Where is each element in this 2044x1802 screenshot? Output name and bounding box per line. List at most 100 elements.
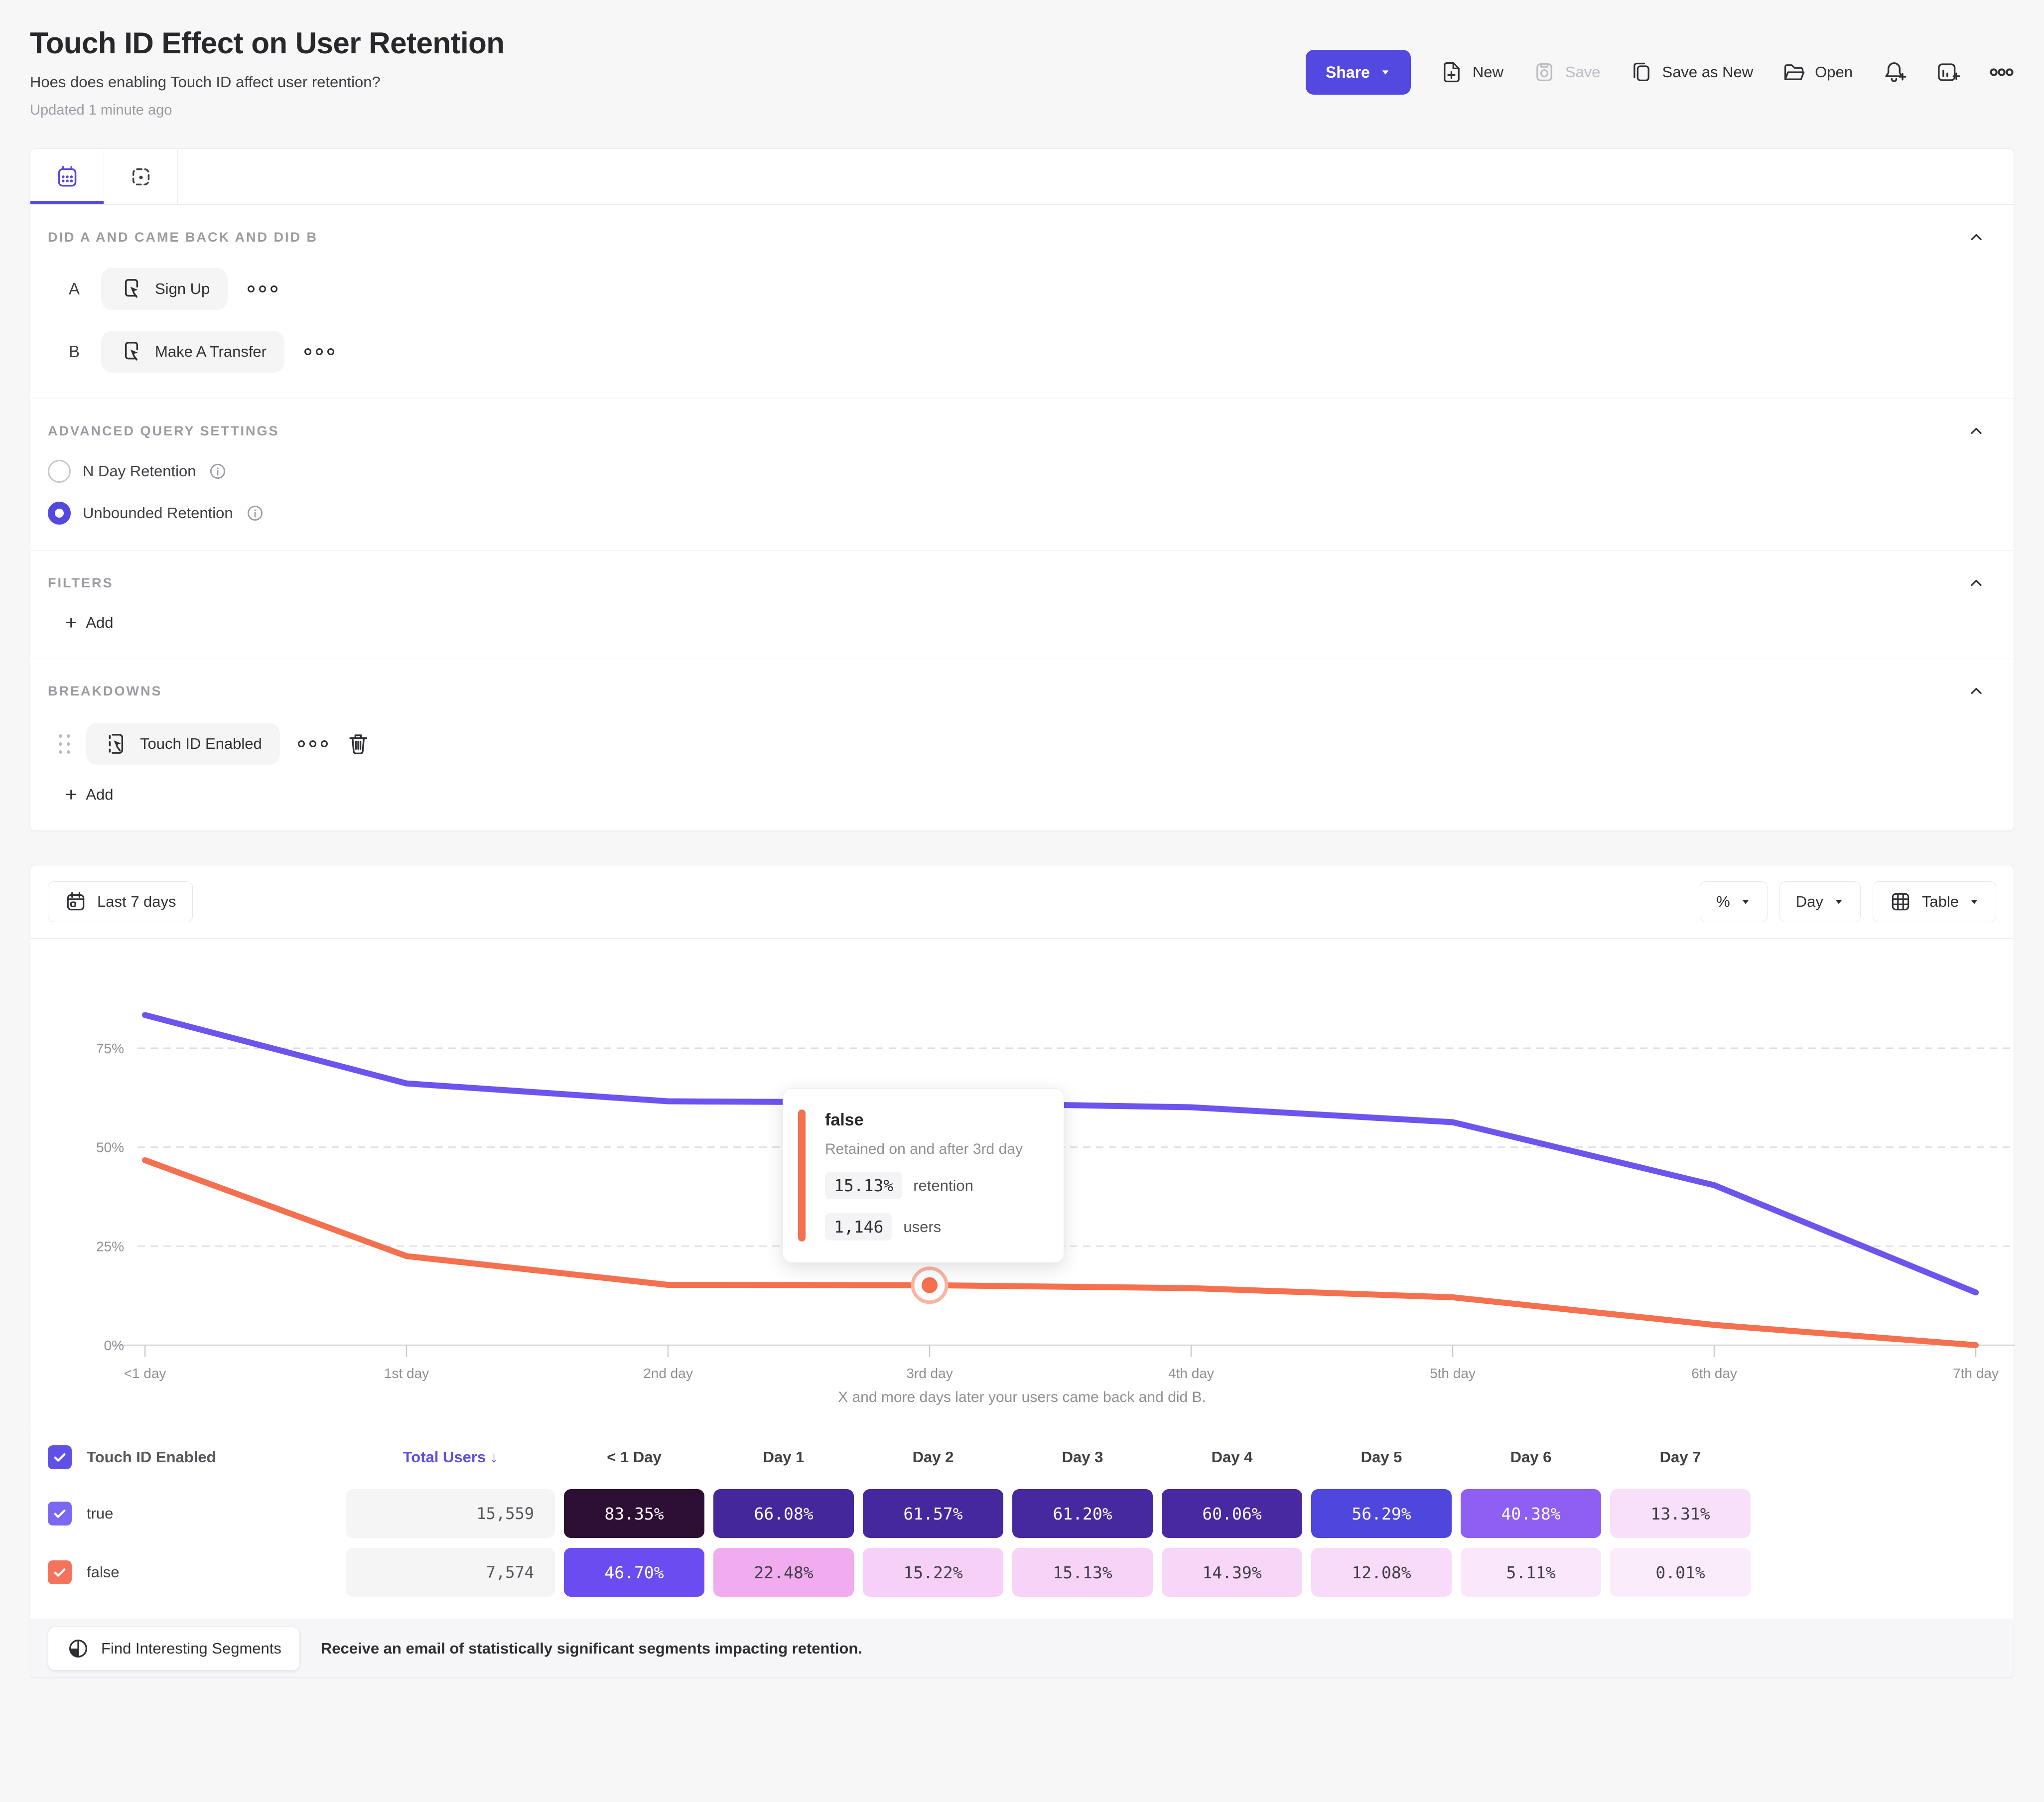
- step-b-key: B: [68, 342, 80, 361]
- add-breakdown-button[interactable]: + Add: [65, 785, 114, 805]
- day-column-header[interactable]: < 1 Day: [607, 1448, 662, 1466]
- breakdown-property-chip[interactable]: Touch ID Enabled: [86, 723, 280, 765]
- share-button[interactable]: Share: [1305, 50, 1411, 95]
- unbounded-retention-radio[interactable]: Unbounded Retention: [48, 502, 1986, 525]
- add-to-board-button[interactable]: [1935, 60, 1960, 85]
- granularity-dropdown[interactable]: Day: [1779, 881, 1861, 922]
- svg-text:4th day: 4th day: [1168, 1366, 1214, 1381]
- x-axis-caption: X and more days later your users came ba…: [838, 1389, 1206, 1405]
- chevron-up-icon: [1971, 234, 1982, 241]
- event-click-icon: [125, 279, 138, 298]
- step-a-event-label: Sign Up: [155, 280, 210, 297]
- retention-cell[interactable]: 66.08%: [713, 1489, 854, 1538]
- breakdown-row: Touch ID Enabled: [59, 723, 1986, 765]
- drag-handle[interactable]: [59, 734, 70, 754]
- chevron-up-icon: [1971, 427, 1982, 434]
- radio-checked-icon[interactable]: [48, 502, 71, 525]
- retention-cell[interactable]: 22.48%: [713, 1548, 854, 1597]
- retention-cell[interactable]: 83.35%: [564, 1489, 704, 1538]
- row-checkbox[interactable]: [48, 1560, 72, 1584]
- collapse-filters-button[interactable]: [1966, 573, 1986, 593]
- info-icon[interactable]: [208, 461, 228, 481]
- save-button[interactable]: Save: [1532, 60, 1601, 84]
- svg-text:75%: 75%: [96, 1041, 124, 1056]
- day-column-header[interactable]: Day 7: [1659, 1448, 1701, 1466]
- step-a-more-button[interactable]: [246, 280, 279, 297]
- retention-cell[interactable]: 0.01%: [1610, 1548, 1751, 1597]
- retention-cell[interactable]: 40.38%: [1461, 1489, 1601, 1538]
- query-builder-panel: DID A AND CAME BACK AND DID B A Sign Up …: [30, 148, 2014, 831]
- date-range-label: Last 7 days: [97, 893, 176, 910]
- date-range-button[interactable]: Last 7 days: [48, 881, 193, 922]
- tab-custom-selection[interactable]: [104, 149, 178, 204]
- collapse-aqs-button[interactable]: [1966, 421, 1986, 441]
- open-button[interactable]: Open: [1782, 60, 1853, 84]
- retention-cell[interactable]: 61.20%: [1012, 1489, 1153, 1538]
- segment-label: false: [87, 1563, 120, 1581]
- more-options-button[interactable]: [1989, 60, 2014, 85]
- tooltip-users-value: 1,146: [825, 1213, 893, 1241]
- step-a-event-chip[interactable]: Sign Up: [101, 268, 228, 310]
- breakdown-more-button[interactable]: [296, 735, 330, 752]
- retention-cell[interactable]: 13.31%: [1610, 1489, 1751, 1538]
- retention-cell[interactable]: 14.39%: [1162, 1548, 1302, 1597]
- new-button[interactable]: New: [1440, 60, 1503, 84]
- step-b-event-chip[interactable]: Make A Transfer: [101, 331, 284, 373]
- save-as-new-button[interactable]: Save as New: [1630, 60, 1753, 84]
- retention-cell[interactable]: 60.06%: [1162, 1489, 1302, 1538]
- retention-cell[interactable]: 15.13%: [1012, 1548, 1153, 1597]
- table-row: false 7,574 46.70% 22.48% 15.22% 15.13% 14.39%…: [48, 1548, 1996, 1597]
- row-checkbox[interactable]: [48, 1502, 72, 1525]
- collapse-steps-button[interactable]: [1966, 227, 1986, 247]
- add-filter-button[interactable]: + Add: [65, 613, 114, 633]
- day-column-header[interactable]: Day 4: [1211, 1448, 1253, 1466]
- chevron-down-icon: [1742, 900, 1749, 904]
- property-icon: [109, 734, 124, 754]
- radio-unchecked-icon[interactable]: [48, 460, 71, 483]
- plus-icon: +: [65, 612, 77, 634]
- step-b-more-button[interactable]: [302, 343, 336, 360]
- table-header-row: Touch ID Enabled Total Users ↓ < 1 Day Da…: [48, 1445, 1996, 1469]
- svg-text:7th day: 7th day: [1953, 1366, 1999, 1381]
- delete-breakdown-button[interactable]: [346, 731, 371, 756]
- day-column-header[interactable]: Day 2: [912, 1448, 954, 1466]
- retention-cell[interactable]: 15.22%: [863, 1548, 1003, 1597]
- retention-cell[interactable]: 61.57%: [863, 1489, 1003, 1538]
- retention-cell[interactable]: 5.11%: [1461, 1548, 1601, 1597]
- dashed-frame-icon: [132, 168, 149, 185]
- day-column-header[interactable]: Day 5: [1361, 1448, 1402, 1466]
- n-day-retention-radio[interactable]: N Day Retention: [48, 460, 1986, 483]
- share-button-label: Share: [1325, 63, 1370, 81]
- tab-retention-query[interactable]: [30, 149, 104, 204]
- svg-text:25%: 25%: [96, 1239, 124, 1254]
- calendar-icon: [67, 892, 85, 911]
- report-description: Hoes does enabling Touch ID affect user …: [30, 73, 381, 91]
- select-all-checkbox[interactable]: [48, 1445, 72, 1469]
- collapse-breakdowns-button[interactable]: [1966, 681, 1986, 701]
- unit-dropdown[interactable]: %: [1700, 881, 1768, 922]
- view-value: Table: [1921, 893, 1959, 910]
- day-column-header[interactable]: Day 6: [1510, 1448, 1552, 1466]
- step-b-event-label: Make A Transfer: [155, 343, 267, 360]
- retention-board-icon: [58, 165, 76, 186]
- svg-text:1st day: 1st day: [384, 1366, 429, 1381]
- toolbar: Share New Save Save as New Open: [1305, 50, 2014, 95]
- aqs-section-title: ADVANCED QUERY SETTINGS: [48, 423, 279, 438]
- day-column-header[interactable]: Day 3: [1062, 1448, 1103, 1466]
- total-users-column-header[interactable]: Total Users ↓: [403, 1448, 498, 1466]
- retention-cell[interactable]: 12.08%: [1311, 1548, 1452, 1597]
- breakdowns-section-title: BREAKDOWNS: [48, 683, 162, 698]
- segment-label: true: [87, 1505, 114, 1522]
- retention-cell[interactable]: 46.70%: [564, 1548, 704, 1597]
- segments-message: Receive an email of statistically signif…: [320, 1639, 862, 1657]
- create-alert-button[interactable]: [1882, 60, 1907, 85]
- retention-cell[interactable]: 56.29%: [1311, 1489, 1452, 1538]
- find-interesting-segments-button[interactable]: Find Interesting Segments: [48, 1626, 300, 1670]
- advanced-query-settings-section: ADVANCED QUERY SETTINGS N Day Retention …: [30, 399, 2014, 551]
- view-dropdown[interactable]: Table: [1872, 881, 1996, 922]
- breakdowns-section: BREAKDOWNS Touch ID Enabled +: [30, 659, 2014, 831]
- info-icon[interactable]: [245, 503, 265, 523]
- day-column-header[interactable]: Day 1: [763, 1448, 805, 1466]
- chart-tooltip: false Retained on and after 3rd day 15.1…: [783, 1088, 1064, 1263]
- total-users-cell: 7,574: [346, 1548, 555, 1597]
